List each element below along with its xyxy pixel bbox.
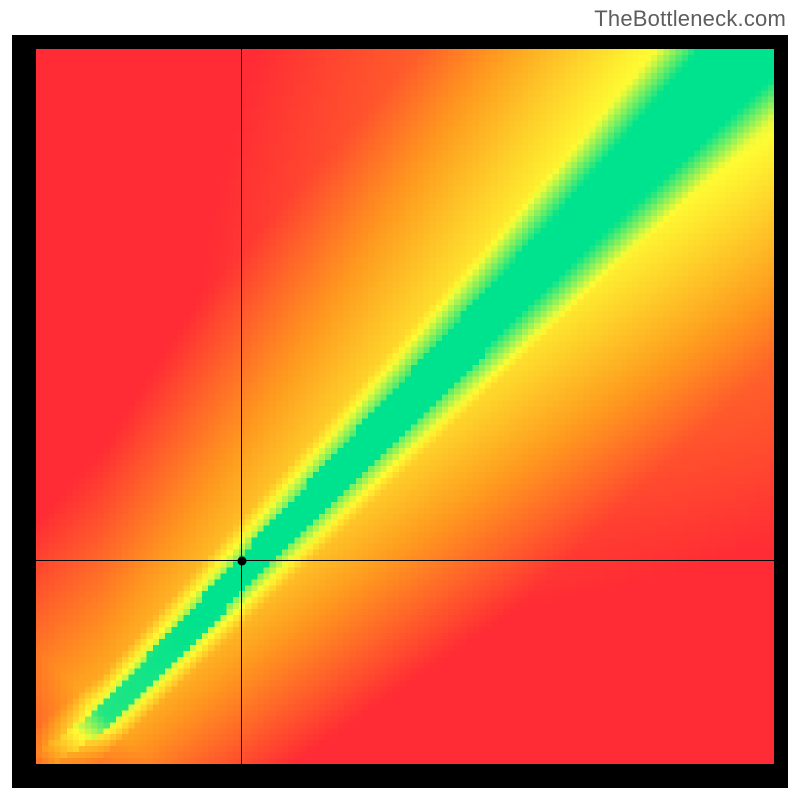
heatmap-plot (36, 49, 774, 764)
watermark-text: TheBottleneck.com (594, 6, 786, 32)
chart-frame (12, 35, 788, 788)
heatmap-canvas (36, 49, 774, 764)
page-root: TheBottleneck.com (0, 0, 800, 800)
